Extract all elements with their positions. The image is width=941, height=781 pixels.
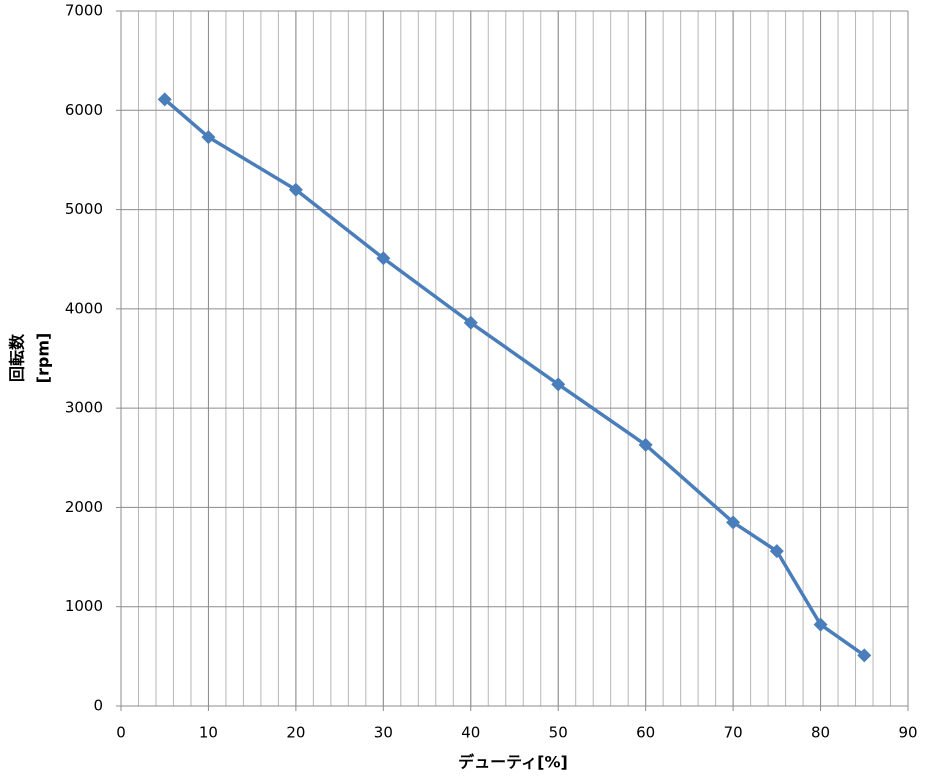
data-point — [638, 437, 653, 452]
data-point — [551, 377, 566, 392]
y-tick-label: 4000 — [65, 299, 103, 317]
x-tick-label: 70 — [724, 724, 743, 742]
y-axis-unit: [rpm] — [34, 333, 53, 384]
x-axis-title: デューティ[%] — [458, 753, 568, 772]
x-tick-label: 50 — [549, 724, 568, 742]
x-tick-label: 40 — [461, 724, 480, 742]
x-tick-label: 90 — [898, 724, 917, 742]
data-point — [813, 617, 828, 632]
y-tick-label: 7000 — [65, 2, 103, 20]
y-tick-label: 6000 — [65, 101, 103, 119]
series-line — [163, 98, 866, 657]
data-point — [769, 544, 784, 559]
data-point — [463, 315, 478, 330]
data-point — [376, 251, 391, 266]
x-tick-label: 30 — [374, 724, 393, 742]
x-tick-label: 0 — [116, 724, 126, 742]
y-tick-label: 1000 — [65, 597, 103, 615]
y-tick-label: 2000 — [65, 498, 103, 516]
x-tick-label: 80 — [811, 724, 830, 742]
x-tick-label: 10 — [199, 724, 218, 742]
x-tick-label: 20 — [286, 724, 305, 742]
data-point — [288, 182, 303, 197]
x-tick-label: 60 — [636, 724, 655, 742]
data-point — [157, 92, 172, 107]
data-point — [857, 648, 872, 663]
y-axis-title: 回転数 — [8, 333, 27, 382]
data-point — [726, 515, 741, 530]
y-tick-label: 0 — [93, 697, 103, 715]
y-tick-label: 5000 — [65, 200, 103, 218]
y-tick-label: 3000 — [65, 399, 103, 417]
data-point — [201, 130, 216, 145]
